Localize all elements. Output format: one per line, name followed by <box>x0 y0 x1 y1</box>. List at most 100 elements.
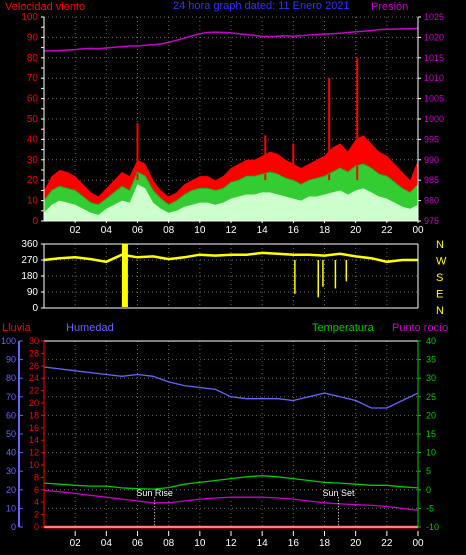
pressure-y-tick-label: 990 <box>424 155 439 165</box>
humidity-tick-label: 90 <box>6 355 16 365</box>
x-tick-label: 18 <box>319 538 331 549</box>
direction-y-tick-label: 270 <box>21 255 38 266</box>
x-tick-label: 22 <box>381 225 393 236</box>
compass-label: N <box>436 239 444 251</box>
humidity-tick-label: 70 <box>6 392 16 402</box>
pressure-y-tick-label: 975 <box>424 216 439 226</box>
wind-y-tick-label: 50 <box>27 114 39 125</box>
wind-speed-label: Velocidad viento <box>5 1 85 13</box>
humidity-tick-label: 100 <box>1 336 16 346</box>
x-tick-label: 16 <box>288 225 300 236</box>
humidity-tick-label: 10 <box>6 503 16 513</box>
temperature-tick-label: 30 <box>426 373 436 383</box>
x-tick-label: 08 <box>163 538 175 549</box>
pressure-y-tick-label: 985 <box>424 175 439 185</box>
humidity-tick-label: 20 <box>6 485 16 495</box>
wind-average-line <box>43 163 419 206</box>
x-tick-label: 08 <box>163 225 175 236</box>
humidity-tick-label: 80 <box>6 373 16 383</box>
wind-y-tick-label: 60 <box>27 94 39 105</box>
dew-point-label: Punto rocío <box>392 322 448 334</box>
dew-point-line <box>43 489 419 511</box>
humidity-tick-label: 30 <box>6 466 16 476</box>
chart-title: 24 hora graph dated: 11 Enero 2021 <box>173 0 350 12</box>
wind-direction-line <box>43 251 418 264</box>
x-tick-label: 10 <box>194 225 206 236</box>
pressure-y-tick-label: 1025 <box>424 12 444 22</box>
rain-tick-label: 2 <box>34 510 39 520</box>
wind-y-tick-label: 70 <box>27 73 39 84</box>
rain-tick-label: 0 <box>34 522 39 532</box>
x-tick-label: 12 <box>225 225 237 236</box>
x-tick-label: 22 <box>381 538 393 549</box>
temperature-tick-label: 35 <box>426 355 436 365</box>
pressure-y-tick-label: 1015 <box>424 53 444 63</box>
x-tick-label: 02 <box>70 225 82 236</box>
x-tick-label: 02 <box>70 538 82 549</box>
temperature-tick-label: -10 <box>426 522 439 532</box>
humidity-tick-label: 50 <box>6 429 16 439</box>
pressure-y-tick-label: 1005 <box>424 94 444 104</box>
pressure-y-tick-label: 1000 <box>424 114 444 124</box>
x-tick-label: 10 <box>194 538 206 549</box>
compass-label: E <box>436 289 443 301</box>
rain-tick-label: 26 <box>29 361 39 371</box>
wind-y-tick-label: 20 <box>27 175 39 186</box>
temperature-tick-label: 20 <box>426 410 436 420</box>
humidity-tick-label: 0 <box>11 522 16 532</box>
x-tick-label: 16 <box>288 538 300 549</box>
x-tick-label: 20 <box>350 225 362 236</box>
wind-y-tick-label: 40 <box>27 134 39 145</box>
x-tick-label: 20 <box>350 538 362 549</box>
temperature-tick-label: 40 <box>426 336 436 346</box>
direction-y-tick-label: 360 <box>21 239 38 250</box>
rain-tick-label: 24 <box>29 373 39 383</box>
temperature-label: Temperatura <box>312 322 375 334</box>
wind-direction-band <box>121 244 128 307</box>
compass-label: S <box>436 272 443 284</box>
x-tick-label: 06 <box>132 225 144 236</box>
pressure-y-tick-label: 1020 <box>424 32 444 42</box>
wind-y-tick-label: 90 <box>27 32 39 43</box>
x-tick-label: 12 <box>225 538 237 549</box>
wind-y-tick-label: 0 <box>32 216 38 227</box>
rain-tick-label: 22 <box>29 386 39 396</box>
humidity-label: Humedad <box>66 322 114 334</box>
rain-tick-label: 28 <box>29 348 39 358</box>
rain-tick-label: 14 <box>29 435 39 445</box>
rain-tick-label: 20 <box>29 398 39 408</box>
pressure-line <box>44 27 419 52</box>
rain-tick-label: 12 <box>29 448 39 458</box>
humidity-line <box>43 366 419 409</box>
rain-tick-label: 8 <box>34 472 39 482</box>
pressure-label: Presión <box>371 1 408 13</box>
humidity-tick-label: 40 <box>6 448 16 458</box>
x-tick-label: 14 <box>257 225 269 236</box>
rain-label: Lluvia <box>2 322 32 334</box>
x-tick-label: 04 <box>101 538 113 549</box>
compass-label: N <box>436 305 444 317</box>
rain-tick-label: 6 <box>34 485 39 495</box>
pressure-y-tick-label: 1010 <box>424 73 444 83</box>
wind-low-area <box>44 184 418 221</box>
x-tick-label: 14 <box>257 538 269 549</box>
wind-y-tick-label: 80 <box>27 53 39 64</box>
wind-y-tick-label: 30 <box>27 155 39 166</box>
direction-y-tick-label: 180 <box>21 271 38 282</box>
temperature-tick-label: 15 <box>426 429 436 439</box>
x-tick-label: 00 <box>412 538 424 549</box>
sun-marker-label: Sun Rise <box>136 488 173 498</box>
pressure-y-tick-label: 995 <box>424 134 439 144</box>
temperature-tick-label: 5 <box>426 466 431 476</box>
wind-y-tick-label: 10 <box>27 196 39 207</box>
rain-tick-label: 30 <box>29 336 39 346</box>
rain-tick-label: 4 <box>34 497 39 507</box>
temperature-tick-label: 0 <box>426 485 431 495</box>
temperature-tick-label: 25 <box>426 392 436 402</box>
compass-label: W <box>436 256 447 268</box>
humidity-tick-label: 60 <box>6 410 16 420</box>
rain-tick-label: 18 <box>29 410 39 420</box>
temperature-tick-label: 10 <box>426 448 436 458</box>
temperature-line <box>43 475 419 490</box>
